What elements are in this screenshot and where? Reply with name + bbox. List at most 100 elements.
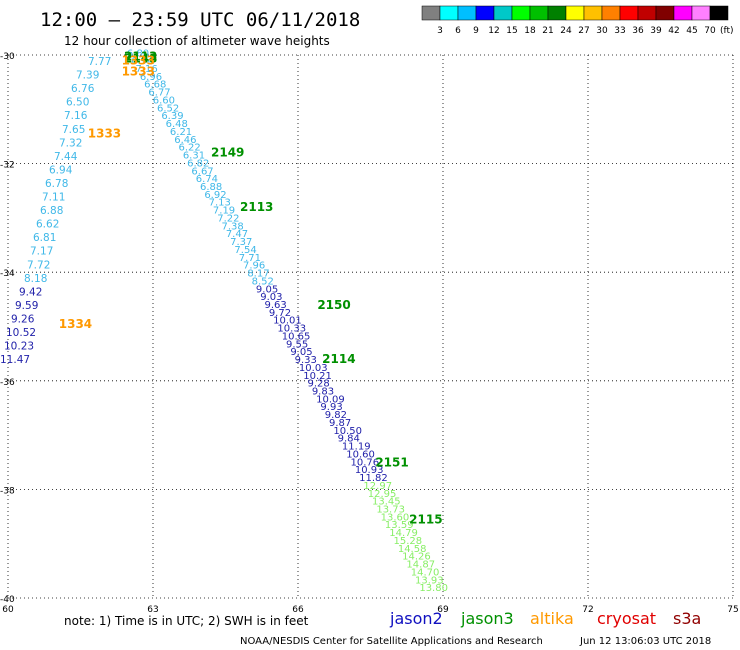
colorbar-swatch — [529, 5, 549, 21]
x-tick-label: 72 — [582, 605, 593, 615]
swh-value: 9.83 — [312, 387, 334, 398]
colorbar-label: 6 — [455, 26, 461, 36]
swh-value: 6.88 — [200, 182, 222, 193]
colorbar-label: 3 — [437, 26, 443, 36]
swh-value: 9.05 — [290, 347, 312, 358]
colorbar-label: 12 — [488, 26, 499, 36]
colorbar-label: 18 — [524, 26, 536, 36]
swh-value: 10.03 — [299, 363, 328, 374]
colorbar-swatch — [655, 5, 675, 21]
plot-grid — [7, 54, 734, 599]
swh-value: 9.28 — [308, 379, 330, 390]
swh-value: 7.38 — [222, 221, 244, 232]
swh-value: 9.63 — [265, 300, 287, 311]
swh-value: 7.37 — [230, 237, 252, 248]
y-tick-label: -32 — [0, 161, 15, 171]
swh-value: 10.21 — [303, 371, 332, 382]
legend-jason3: jason3 — [460, 609, 514, 628]
colorbar-swatch — [457, 5, 477, 21]
colorbar-label: 21 — [542, 26, 553, 36]
altika-side-value: 10.52 — [6, 327, 36, 339]
swh-value: 9.33 — [295, 355, 317, 366]
swh-value: 14.70 — [411, 567, 440, 578]
pass-label: 2114 — [322, 352, 355, 366]
swh-value: 14.58 — [398, 544, 427, 555]
swh-value: 6.96 — [140, 72, 162, 83]
colorbar-label: 42 — [668, 26, 679, 36]
altika-side-value: 7.72 — [27, 259, 50, 271]
swh-value: 9.05 — [256, 284, 278, 295]
swh-value: 7.71 — [239, 253, 261, 264]
swh-value: 8.52 — [252, 276, 274, 287]
swh-value: 11.19 — [342, 442, 371, 453]
swh-value: 14.26 — [402, 552, 431, 563]
colorbar-unit: (ft) — [720, 26, 734, 36]
legend-s3a: s3a — [673, 609, 701, 628]
swh-value: 7.47 — [226, 229, 248, 240]
colorbar-swatch — [439, 5, 459, 21]
x-tick-label: 60 — [2, 605, 14, 615]
swh-value: 6.77 — [148, 88, 170, 99]
swh-value: 6.21 — [170, 127, 192, 138]
swh-value: 6.92 — [204, 190, 226, 201]
swh-value: 6.31 — [183, 151, 205, 162]
altika-side-value: 7.44 — [54, 151, 78, 163]
x-tick-label: 75 — [727, 605, 738, 615]
swh-value: 6.80 — [127, 48, 149, 59]
swh-value: 13.60 — [381, 512, 410, 523]
swh-track: 6.806.947.166.966.686.776.606.526.396.48… — [127, 48, 448, 594]
altika-pass-label: 1334 — [59, 317, 92, 331]
altika-side-value: 7.65 — [62, 124, 85, 136]
y-tick-label: -30 — [0, 52, 15, 62]
pass-label: 2151 — [375, 455, 408, 469]
altika-side-value: 6.78 — [45, 178, 68, 190]
colorbar-swatch — [547, 5, 567, 21]
swh-value: 6.46 — [174, 135, 196, 146]
colorbar-legend: 3 6 9 12 15 18 21 24 27 30 33 36 39 42 45 70 (ft) — [421, 5, 734, 36]
swh-value: 14.79 — [389, 528, 418, 539]
colorbar-label: 30 — [596, 26, 608, 36]
swh-value: 7.96 — [243, 261, 265, 272]
swh-value: 15.28 — [394, 536, 423, 547]
swh-value: 6.60 — [153, 95, 175, 106]
swh-value: 9.55 — [286, 339, 308, 350]
swh-value: 13.45 — [372, 497, 401, 508]
altika-side-value: 9.42 — [19, 286, 42, 298]
swh-value: 10.65 — [282, 331, 311, 342]
altika-side-value: 10.23 — [4, 341, 34, 353]
altika-pass-label: 1333 — [88, 127, 121, 141]
swh-value: 10.09 — [316, 394, 345, 405]
altika-side-value: 7.39 — [76, 70, 99, 82]
colorbar-label: 15 — [506, 26, 517, 36]
swh-value: 8.17 — [247, 269, 269, 280]
colorbar-label: 45 — [686, 26, 697, 36]
swh-value: 9.87 — [329, 418, 351, 429]
colorbar-label: 27 — [578, 26, 589, 36]
swh-value: 14.87 — [406, 560, 435, 571]
y-tick-label: -34 — [0, 269, 15, 279]
swh-value: 12.95 — [368, 489, 397, 500]
colorbar-swatch — [637, 5, 657, 21]
swh-value: 13.80 — [419, 583, 448, 594]
swh-value: 9.03 — [260, 292, 282, 303]
legend-altika: altika — [530, 609, 574, 628]
swh-value: 13.73 — [376, 504, 405, 515]
swh-value: 12.97 — [363, 481, 392, 492]
swh-value: 6.82 — [187, 158, 209, 169]
pass-label: 2113 — [124, 50, 157, 64]
axis-tick-labels: 60 63 66 69 72 75 -30 -32 -34 -36 -38 -40 — [0, 52, 739, 615]
swh-value: 6.39 — [161, 111, 183, 122]
colorbar-swatch — [565, 5, 585, 21]
swh-value: 7.54 — [234, 245, 256, 256]
legend-jason2: jason2 — [389, 609, 443, 628]
footnote: note: 1) Time is in UTC; 2) SWH is in fe… — [64, 614, 309, 628]
x-tick-label: 66 — [292, 605, 304, 615]
colorbar-label: 9 — [473, 26, 479, 36]
colorbar-label: 24 — [560, 26, 572, 36]
colorbar-label: 70 — [704, 26, 716, 36]
swh-value: 10.93 — [355, 465, 384, 476]
swh-value: 9.84 — [338, 434, 360, 445]
swh-value: 6.74 — [196, 174, 218, 185]
altika-side-value: 9.26 — [11, 313, 35, 325]
